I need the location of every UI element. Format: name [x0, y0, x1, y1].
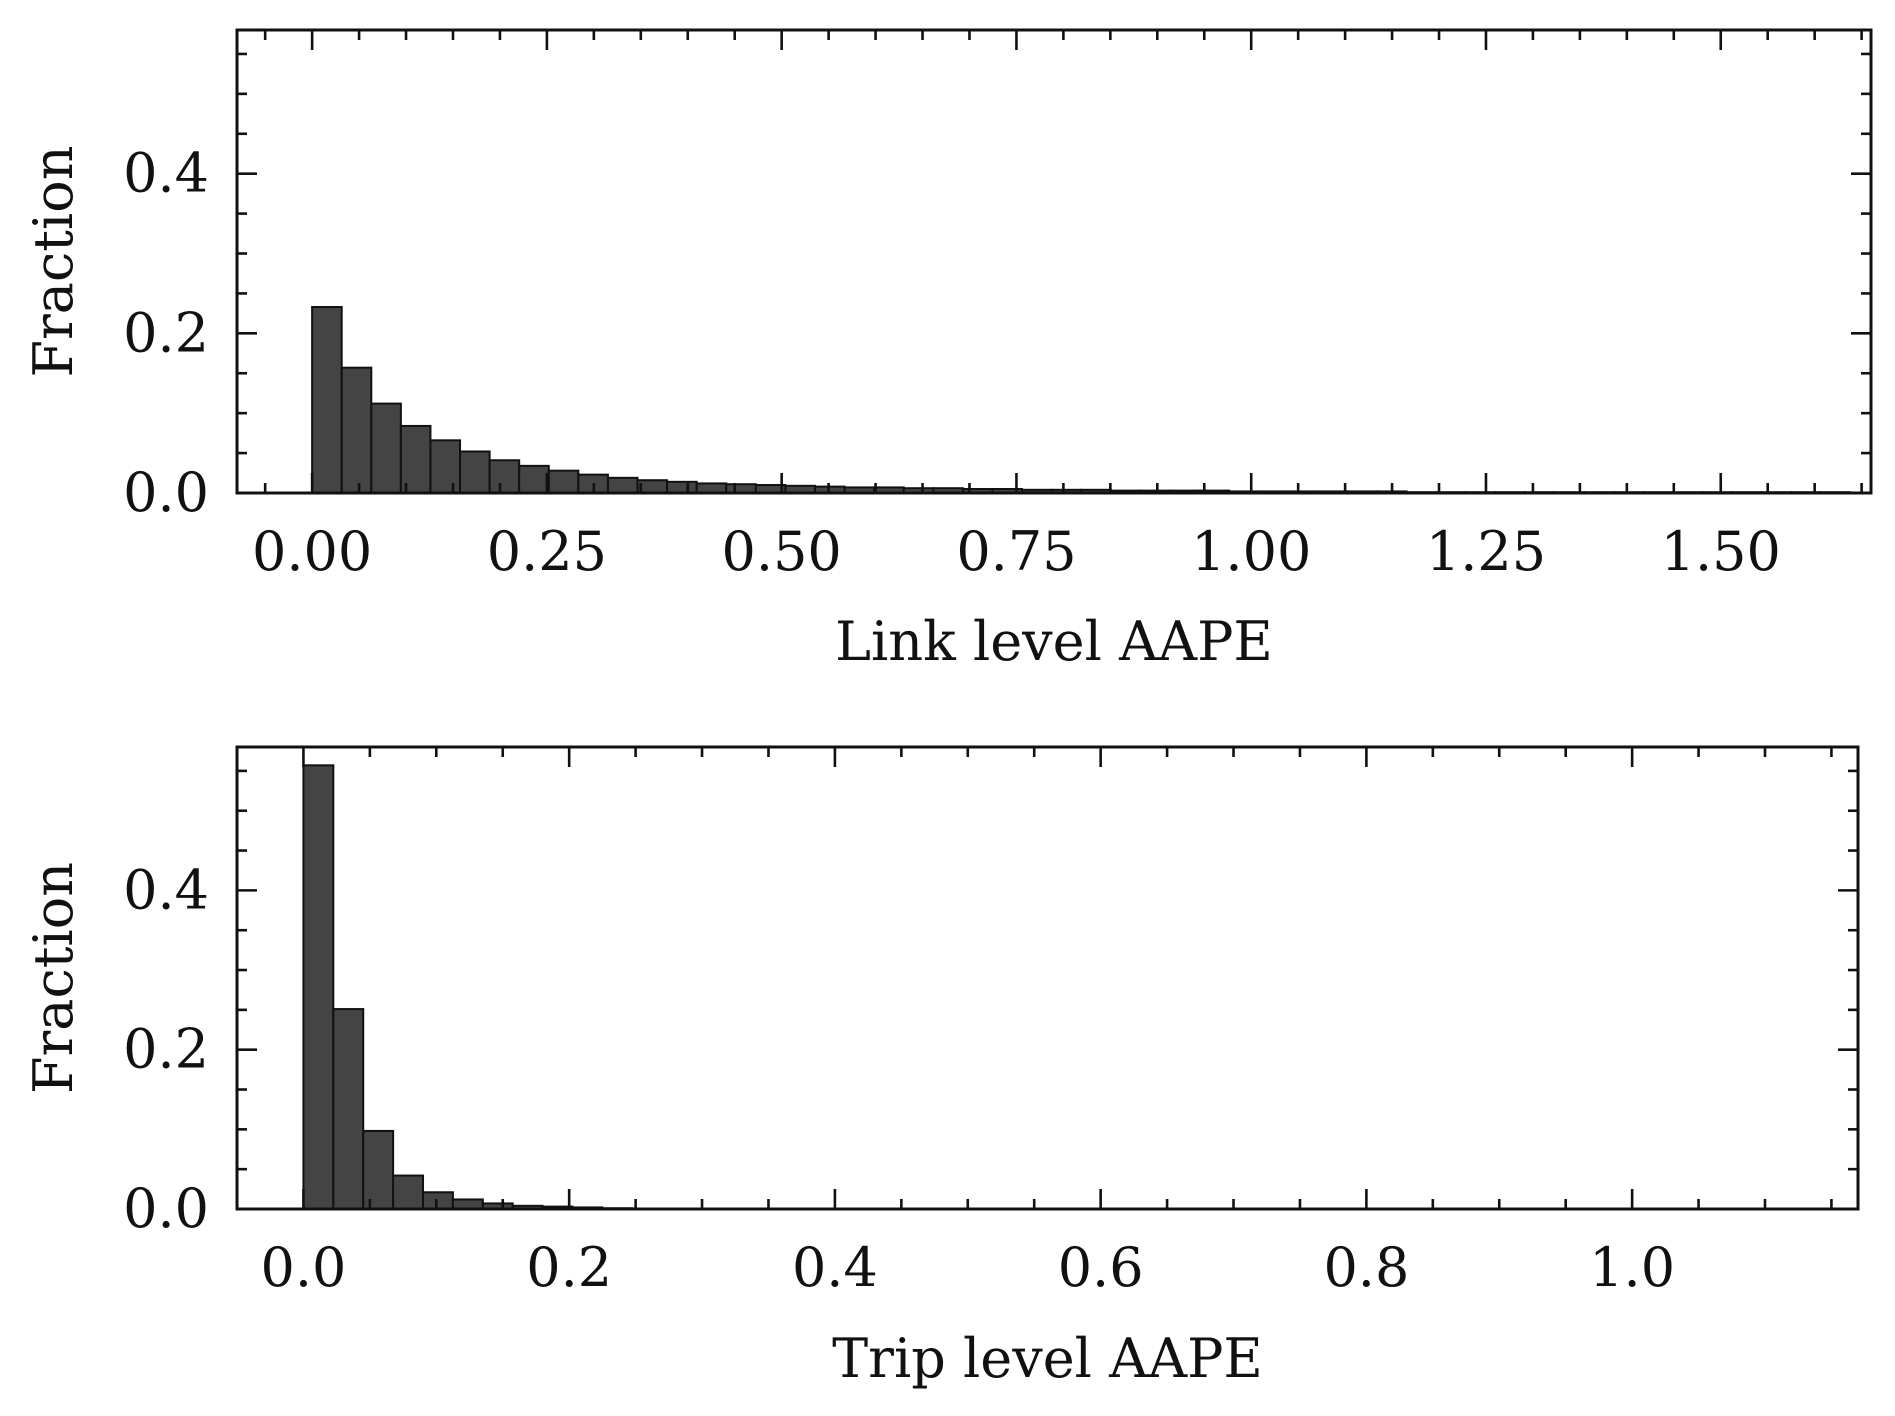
- bars: [311, 306, 1852, 495]
- x-tick-label: 0.4: [792, 1236, 878, 1299]
- histogram-bar: [666, 480, 698, 494]
- histogram-bar: [422, 1191, 454, 1211]
- y-axis-label: Fraction: [22, 862, 85, 1094]
- y-tick-label: 0.4: [123, 858, 209, 921]
- y-tick-label: 0.2: [123, 1018, 209, 1081]
- trip-level-histogram: 0.0 0.2 0.4 0.6 0.8 1.0 0.0 0.2 0.4 Trip level AA…: [22, 745, 1860, 1390]
- histogram-bar: [340, 366, 373, 494]
- bars: [302, 764, 634, 1211]
- histogram-bar: [392, 1174, 425, 1210]
- histogram-bar: [547, 469, 580, 495]
- y-tick-label: 0.4: [123, 142, 209, 205]
- link-level-histogram: 0.00 0.25 0.50 0.75 1.00 1.25 1.50 0.0 0.2 0.4 Lin…: [22, 28, 1873, 673]
- histogram-bar: [518, 464, 550, 494]
- y-tick-label: 0.2: [123, 301, 209, 364]
- ticks: [237, 30, 1871, 495]
- histogram-bar: [370, 402, 402, 495]
- y-tick-label: 0.0: [123, 461, 209, 524]
- y-axis-label: Fraction: [22, 146, 85, 378]
- x-tick-label: 1.00: [1191, 520, 1311, 583]
- x-tick-label: 1.50: [1661, 520, 1781, 583]
- histogram-bar: [399, 424, 432, 494]
- axes-frame: [235, 28, 1873, 495]
- histogram-bar: [606, 476, 639, 495]
- histogram-bar: [311, 306, 343, 494]
- histogram-bar: [429, 439, 462, 494]
- x-tick-label: 0.50: [722, 520, 842, 583]
- axes-frame: [235, 745, 1860, 1211]
- x-tick-label: 0.0: [260, 1236, 346, 1299]
- histogram-bar: [302, 764, 335, 1210]
- x-tick-label: 0.6: [1058, 1236, 1144, 1299]
- y-tick-label: 0.0: [123, 1177, 209, 1240]
- histogram-bar: [362, 1129, 395, 1211]
- x-tick-label: 0.00: [252, 520, 372, 583]
- x-axis-label: Link level AAPE: [835, 610, 1273, 673]
- ticks: [235, 747, 1858, 1211]
- x-axis-label: Trip level AAPE: [832, 1327, 1263, 1390]
- histogram-bar: [459, 450, 491, 494]
- x-tick-label: 1.25: [1426, 520, 1546, 583]
- x-tick-label: 0.75: [956, 520, 1076, 583]
- x-tick-label: 0.25: [487, 520, 607, 583]
- histogram-bar: [488, 459, 521, 494]
- histogram-bar: [332, 1008, 365, 1210]
- x-tick-label: 1.0: [1589, 1236, 1675, 1299]
- x-tick-label: 0.8: [1323, 1236, 1409, 1299]
- x-tick-label: 0.2: [526, 1236, 612, 1299]
